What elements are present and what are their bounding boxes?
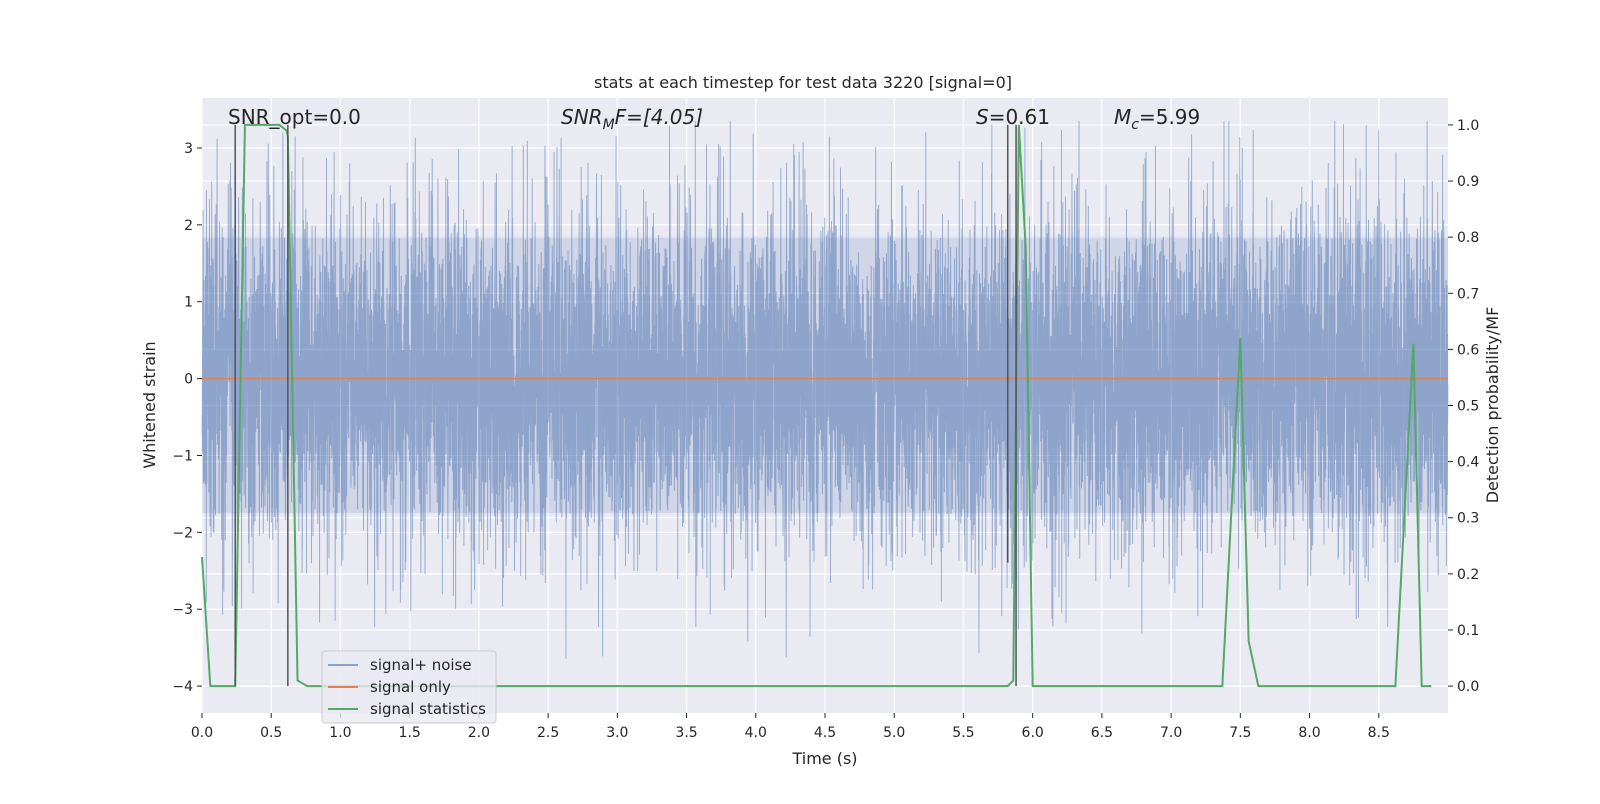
x-tick-label: 8.5: [1368, 725, 1390, 741]
x-tick-label: 4.0: [745, 725, 767, 741]
y-tick-label: 3: [184, 141, 193, 157]
x-tick-label: 4.5: [814, 725, 836, 741]
snr-mf-rest: F=[4.05]: [615, 105, 703, 129]
x-tick-label: 5.0: [883, 725, 905, 741]
x-tick-label: 3.5: [675, 725, 697, 741]
y2-tick-label: 0.3: [1457, 511, 1479, 527]
y2-tick-label: 0.7: [1457, 286, 1479, 302]
snr-opt-annotation: SNR_opt=0.0: [228, 105, 361, 129]
x-tick-label: 0.5: [260, 725, 282, 741]
mc-value: =5.99: [1139, 105, 1200, 129]
chart-title: stats at each timestep for test data 322…: [594, 73, 1012, 92]
snr-mf-subscript: M: [603, 117, 615, 133]
y2-tick-label: 0.8: [1457, 230, 1479, 246]
mc-annotation: Mc=5.99: [1114, 105, 1200, 133]
x-tick-label: 6.0: [1022, 725, 1044, 741]
legend-box: [321, 650, 497, 724]
y2-tick-label: 0.9: [1457, 174, 1479, 190]
event-markers: [234, 124, 1017, 687]
y-tick-label: −2: [172, 525, 193, 541]
y2-tick-label: 0.2: [1457, 567, 1479, 583]
mc-symbol: M: [1114, 105, 1131, 129]
y2-tick-label: 0.6: [1457, 342, 1479, 358]
mc-subscript: c: [1131, 117, 1139, 133]
y-tick-label: −4: [172, 679, 193, 695]
noise-dense-band: [202, 236, 1448, 514]
snr-mf-symbol: SNR: [561, 105, 603, 129]
s-symbol: S: [976, 105, 989, 129]
x-tick-label: 6.5: [1091, 725, 1113, 741]
y-tick-label: −1: [172, 448, 193, 464]
legend-label: signal+ noise: [370, 656, 472, 674]
y2-axis-label: Detection probability/MF: [1483, 307, 1502, 504]
x-tick-label: 7.5: [1229, 725, 1251, 741]
x-axis-label: Time (s): [791, 749, 857, 768]
x-tick-label: 1.5: [399, 725, 421, 741]
s-value: =0.61: [989, 105, 1050, 129]
x-tick-label: 1.0: [329, 725, 351, 741]
x-tick-label: 2.0: [468, 725, 490, 741]
noise-trace-line: [201, 121, 1449, 659]
y-tick-label: 1: [184, 295, 193, 311]
y2-tick-label: 0.1: [1457, 623, 1479, 639]
axes: 0.0 0.5 1.0 1.5 2.0 2.5 3.0 3.5 4.0 4.5 5.0 5.5 6.0 6…: [172, 118, 1479, 741]
x-tick-label: 0.0: [191, 725, 213, 741]
legend: signal+ noise signal only signal statistic…: [321, 650, 497, 724]
x-tick-label: 7.0: [1160, 725, 1182, 741]
y2-tick-label: 0.4: [1457, 455, 1479, 471]
x-tick-label: 8.0: [1298, 725, 1320, 741]
y2-tick-label: 1.0: [1457, 118, 1479, 134]
legend-label: signal only: [370, 678, 451, 696]
s-annotation: S=0.61: [976, 105, 1050, 129]
legend-label: signal statistics: [370, 700, 486, 718]
y-tick-label: 2: [184, 218, 193, 234]
y-tick-label: 0: [184, 372, 193, 388]
x-tick-label: 2.5: [537, 725, 559, 741]
y2-tick-label: 0.5: [1457, 399, 1479, 415]
x-tick-label: 3.0: [606, 725, 628, 741]
annotations: SNR_opt=0.0 SNRMF=[4.05] S=0.61 Mc=5.99: [228, 105, 1200, 133]
x-tick-label: 5.5: [952, 725, 974, 741]
y2-tick-label: 0.0: [1457, 679, 1479, 695]
y-axis-label: Whitened strain: [140, 341, 159, 468]
snr-mf-annotation: SNRMF=[4.05]: [561, 105, 703, 133]
y-tick-label: −3: [172, 602, 193, 618]
